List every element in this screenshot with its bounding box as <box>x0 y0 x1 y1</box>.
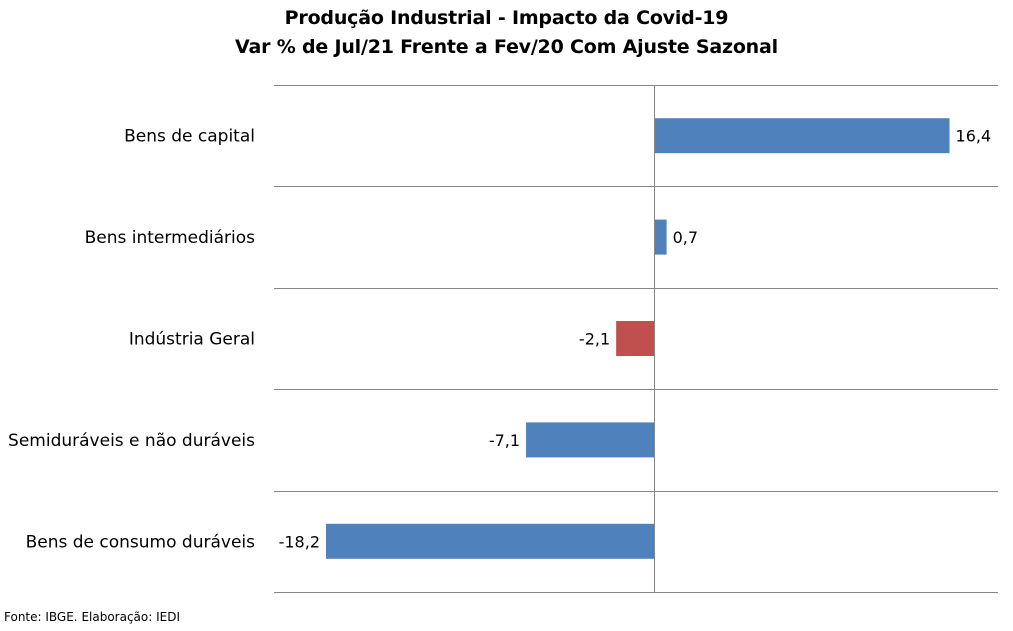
data-label: -2,1 <box>579 330 610 349</box>
chart-title: Produção Industrial - Impacto da Covid-1… <box>284 7 729 29</box>
bar-bens-de-capital <box>654 118 950 154</box>
category-label: Bens intermediários <box>85 228 256 248</box>
source-note: Fonte: IBGE. Elaboração: IEDI <box>4 610 181 624</box>
bar-semidur-veis-e-n-o-dur-veis <box>526 422 654 458</box>
data-label: -18,2 <box>279 532 320 551</box>
category-label: Bens de capital <box>124 127 255 147</box>
data-label: -7,1 <box>489 431 520 450</box>
category-label: Indústria Geral <box>129 330 255 350</box>
category-label: Semiduráveis e não duráveis <box>8 431 255 451</box>
bar-bens-intermedi-rios <box>654 219 667 255</box>
bar-ind-stria-geral <box>616 321 654 356</box>
bar-bens-de-consumo-dur-veis <box>326 523 654 559</box>
chart-subtitle: Var % de Jul/21 Frente a Fev/20 Com Ajus… <box>235 36 778 58</box>
category-label: Bens de consumo duráveis <box>26 532 256 552</box>
data-label: 0,7 <box>673 228 698 247</box>
data-label: 16,4 <box>956 127 992 146</box>
